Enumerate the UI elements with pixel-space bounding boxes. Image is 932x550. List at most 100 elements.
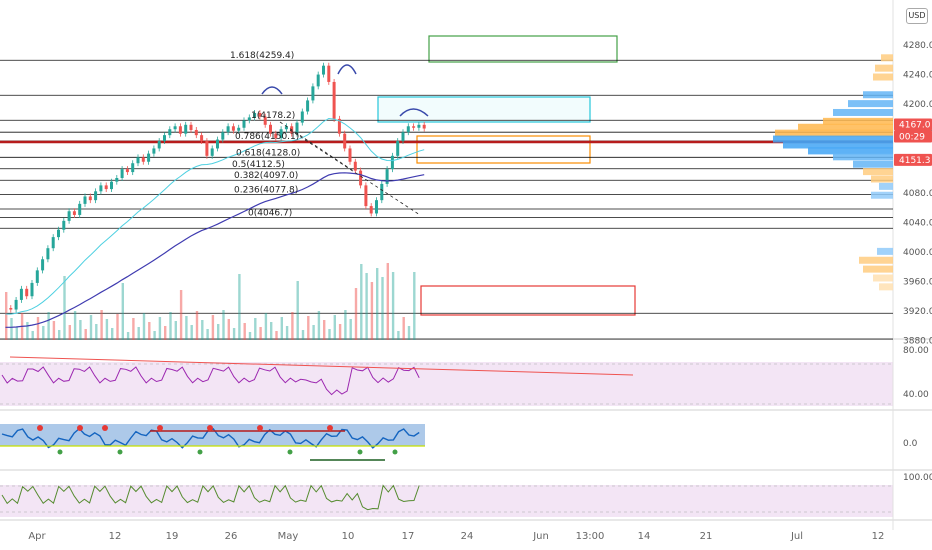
- volume-bar: [195, 311, 199, 340]
- candle-body: [173, 126, 177, 130]
- date-tick-label: 10: [342, 531, 355, 542]
- volume-bar: [402, 317, 405, 340]
- osc-sell-dot: [207, 425, 213, 431]
- volume-profile-bar: [879, 182, 893, 190]
- volume-bar: [36, 317, 40, 340]
- volume-bar: [227, 319, 230, 340]
- volume-bar: [5, 292, 8, 340]
- candle-body: [406, 126, 410, 133]
- osc-tick-label: 0.0: [903, 439, 918, 449]
- fib-label: 1.618(4259.4): [230, 51, 294, 61]
- date-tick-label: 24: [461, 531, 474, 542]
- volume-bar: [211, 315, 215, 340]
- volume-bar: [79, 320, 82, 340]
- candle-body: [62, 220, 66, 230]
- volume-bar: [63, 276, 66, 340]
- volume-bar: [280, 317, 283, 340]
- volume-bar: [121, 283, 124, 340]
- candle-body: [83, 196, 87, 204]
- candle-body: [359, 170, 363, 186]
- red-zone-box: [420, 285, 636, 316]
- candle-body: [168, 129, 172, 136]
- fib-label: 0.618(4128.0): [236, 148, 300, 158]
- date-tick-label: Apr: [28, 531, 46, 542]
- volume-bar: [84, 329, 87, 340]
- volume-bar: [148, 322, 151, 340]
- fib-label: 0.382(4097.0): [234, 171, 298, 181]
- volume-bar: [285, 326, 289, 340]
- volume-profile-bar: [775, 129, 893, 137]
- volume-bar: [354, 288, 358, 340]
- volume-bar: [132, 318, 135, 340]
- candle-body: [57, 229, 60, 238]
- osc-buy-dot: [57, 449, 63, 455]
- candle-body: [316, 74, 320, 87]
- osc-sell-dot: [37, 425, 43, 431]
- volume-bar: [259, 327, 262, 340]
- candle-body: [35, 270, 39, 283]
- candle-body: [194, 129, 198, 136]
- date-tick-label: 12: [872, 531, 885, 542]
- volume-profile-bar: [783, 141, 893, 149]
- volume-bar: [407, 326, 411, 340]
- candle-body: [94, 191, 98, 201]
- fib-label: 1(4178.2): [251, 111, 295, 121]
- volume-bar: [190, 325, 193, 340]
- price-tick-label: 4240.0: [903, 71, 932, 81]
- candle-body: [348, 148, 352, 162]
- currency-button[interactable]: USD: [906, 8, 928, 24]
- volume-bar: [153, 331, 156, 340]
- date-tick-label: 19: [166, 531, 179, 542]
- osc-sell-dot: [327, 425, 333, 431]
- volume-bar: [365, 273, 368, 340]
- volume-bar: [68, 325, 71, 340]
- date-tick-label: 21: [700, 531, 713, 542]
- candle-body: [422, 124, 426, 129]
- stoch-band: [0, 485, 893, 517]
- candle-body: [46, 248, 50, 260]
- candle-body: [306, 100, 310, 112]
- candle-body: [258, 112, 262, 117]
- candle-body: [284, 126, 288, 130]
- candle-body: [19, 288, 23, 300]
- volume-bar: [296, 281, 299, 340]
- price-tick-label: 4080.0: [903, 189, 932, 199]
- candle-body: [231, 126, 235, 131]
- volume-bar: [126, 332, 130, 340]
- candle-body: [163, 135, 166, 142]
- ema-slow-line: [5, 172, 425, 328]
- price-tick-label: 4200.0: [903, 100, 932, 110]
- volume-bar: [328, 329, 331, 340]
- volume-bar: [370, 282, 374, 340]
- candle-body: [390, 155, 394, 170]
- date-tick-label: Jul: [790, 531, 803, 542]
- price-tick-label: 4000.0: [903, 248, 932, 258]
- candle-body: [401, 132, 405, 142]
- osc-buy-dot: [117, 449, 123, 455]
- candle-body: [131, 163, 135, 173]
- fib-label: 0.5(4112.5): [232, 160, 285, 170]
- candle-body: [216, 139, 219, 149]
- osc-sell-dot: [102, 425, 108, 431]
- date-tick-label: May: [278, 531, 299, 542]
- candle-body: [200, 135, 204, 142]
- candle-body: [269, 124, 272, 134]
- candle-body: [152, 148, 156, 154]
- date-tick-label: 12: [109, 531, 122, 542]
- candle-body: [189, 124, 193, 130]
- price-tag-label: 4151.3: [899, 156, 931, 166]
- volume-bar: [174, 321, 177, 340]
- candle-body: [110, 181, 113, 190]
- volume-bar: [26, 322, 29, 340]
- osc-sell-dot: [157, 425, 163, 431]
- volume-bar: [349, 319, 352, 340]
- volume-bar: [376, 268, 379, 340]
- volume-bar: [307, 316, 310, 340]
- volume-bar: [137, 327, 140, 340]
- candle-body: [9, 308, 13, 310]
- volume-profile-bar: [879, 283, 893, 291]
- volume-profile-bar: [881, 54, 893, 62]
- candle-body: [51, 237, 55, 249]
- rsi-divergence-line: [9, 356, 634, 376]
